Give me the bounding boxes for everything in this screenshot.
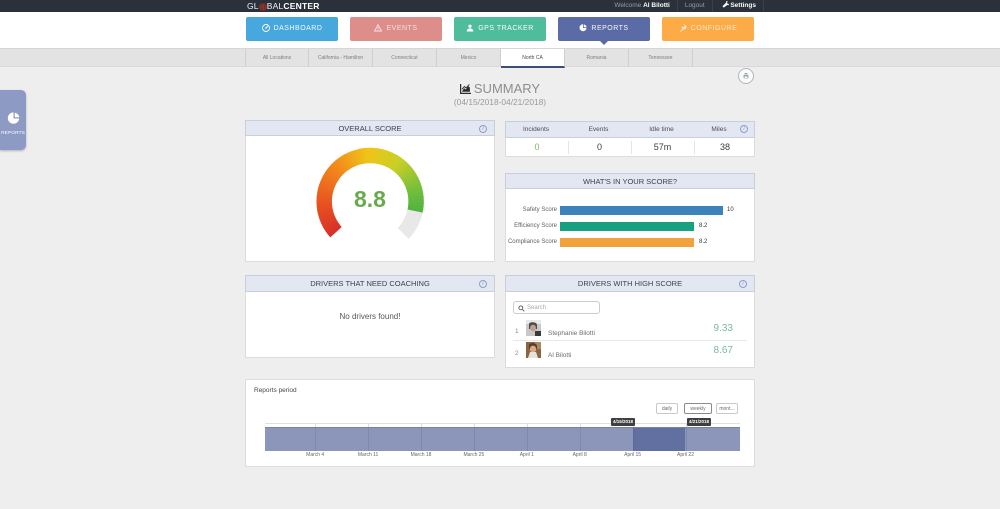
svg-text:8.8: 8.8 bbox=[354, 186, 386, 212]
